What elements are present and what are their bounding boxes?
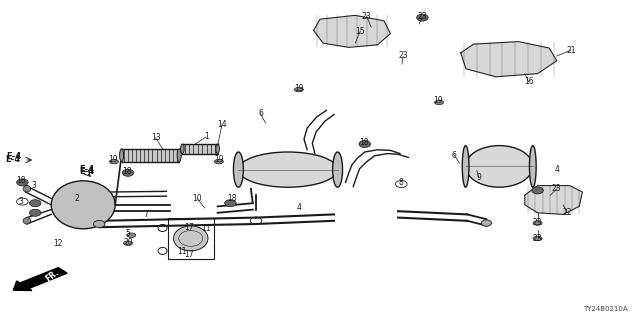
Ellipse shape [239,152,338,187]
Text: 4: 4 [554,165,559,174]
Text: E-4: E-4 [79,165,94,174]
Text: 18: 18 [17,176,26,185]
Text: TY24B0210A: TY24B0210A [582,306,627,312]
Text: 16: 16 [524,77,534,86]
Circle shape [435,100,444,105]
Text: 6: 6 [258,109,263,118]
Ellipse shape [23,218,31,224]
Text: 8: 8 [399,178,404,187]
Circle shape [294,87,303,92]
Ellipse shape [234,152,243,187]
Ellipse shape [23,186,31,192]
Text: 23: 23 [362,12,372,21]
Circle shape [124,241,132,245]
Text: 19: 19 [108,156,118,164]
Text: 18: 18 [359,138,368,147]
Text: 20: 20 [123,238,133,247]
Ellipse shape [462,146,469,187]
Text: E-4: E-4 [6,152,22,161]
Circle shape [127,233,136,237]
Ellipse shape [122,169,134,176]
Text: 15: 15 [355,27,365,36]
Text: 7: 7 [143,210,148,219]
Text: 23: 23 [417,12,428,21]
Ellipse shape [17,179,28,186]
Text: 1: 1 [204,132,209,141]
Text: 17: 17 [184,223,194,232]
Ellipse shape [180,144,184,154]
Text: 3: 3 [19,197,24,206]
Text: 11: 11 [178,247,187,256]
Ellipse shape [173,226,208,251]
Text: E-4: E-4 [5,156,20,164]
Ellipse shape [120,149,124,162]
Text: 18: 18 [228,194,237,203]
Text: 18: 18 [123,167,132,176]
FancyArrow shape [13,268,67,291]
Bar [182,144,218,154]
Text: 6: 6 [452,151,457,160]
Text: 4: 4 [297,204,302,212]
Ellipse shape [529,146,536,187]
Ellipse shape [177,149,181,162]
Text: 23: 23 [552,184,562,193]
Bar [168,218,214,259]
Polygon shape [525,186,582,214]
Ellipse shape [333,152,342,187]
Polygon shape [461,42,557,77]
Text: 3: 3 [31,181,36,190]
Text: 19: 19 [214,156,224,164]
Text: 5: 5 [125,229,131,238]
Text: 14: 14 [217,120,227,129]
Ellipse shape [216,144,220,154]
Ellipse shape [29,209,41,216]
Text: 19: 19 [433,96,444,105]
Text: 12: 12 [53,239,62,248]
Ellipse shape [29,200,41,207]
Text: 19: 19 [294,84,304,93]
Ellipse shape [93,220,105,228]
Text: 21: 21 [566,46,575,55]
Text: FR.: FR. [44,268,61,284]
Text: 23: 23 [532,234,543,243]
Circle shape [533,236,542,241]
Text: 23: 23 [398,52,408,60]
Ellipse shape [466,146,533,187]
Circle shape [214,159,223,164]
Ellipse shape [359,140,371,148]
Text: 22: 22 [563,208,572,217]
Ellipse shape [481,220,492,226]
Bar [122,149,179,162]
Text: 2: 2 [74,194,79,203]
Ellipse shape [225,200,236,207]
Text: 9: 9 [476,173,481,182]
Polygon shape [314,15,390,47]
Text: 10: 10 [192,194,202,203]
Ellipse shape [417,14,428,21]
Circle shape [109,159,118,164]
Text: E-4: E-4 [79,167,94,176]
Text: 17: 17 [184,250,194,259]
Ellipse shape [532,187,543,194]
Ellipse shape [51,181,115,229]
Text: 11: 11 [202,224,211,233]
Text: 23: 23 [532,218,543,227]
Circle shape [533,221,542,225]
Text: 13: 13 [150,133,161,142]
